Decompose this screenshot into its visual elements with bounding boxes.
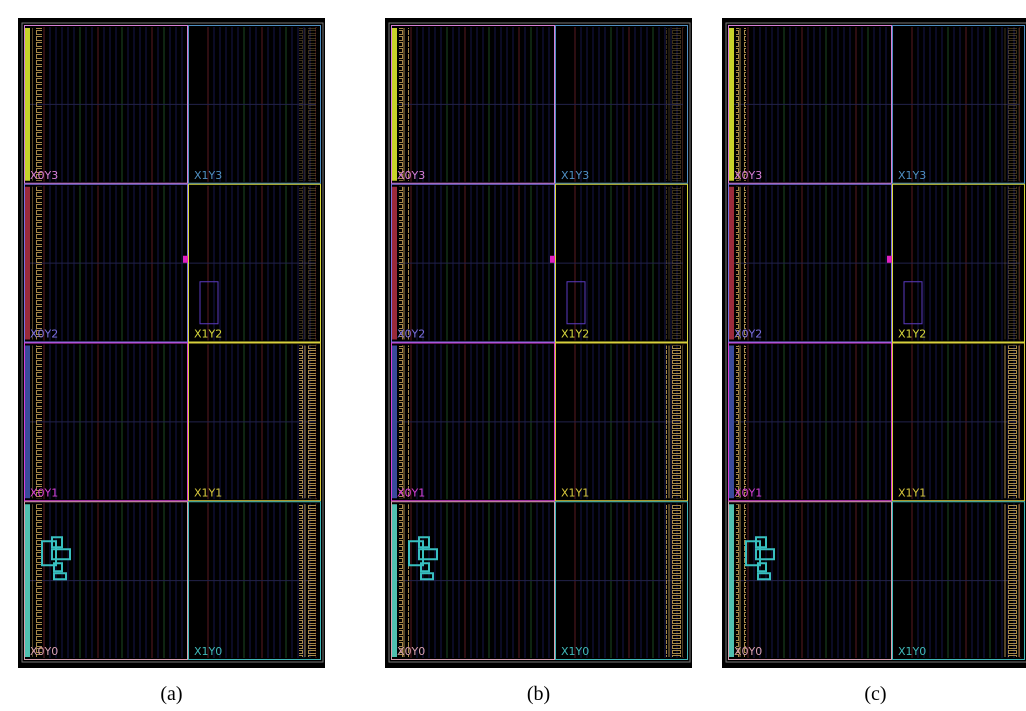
io-tiles (399, 346, 409, 499)
io-tiles (666, 28, 684, 181)
region-label: X1Y2 (898, 328, 926, 341)
region-label: X1Y2 (194, 328, 222, 341)
region-label: X0Y3 (397, 169, 425, 182)
region-label: X0Y2 (397, 328, 425, 341)
edge-bar (683, 28, 687, 181)
edge-bar (683, 187, 687, 340)
region-label: X1Y3 (561, 169, 589, 182)
io-bank-bar (729, 504, 734, 657)
io-tiles (736, 187, 746, 340)
io-tiles (736, 346, 746, 499)
io-bank-bar (392, 28, 397, 181)
io-tiles (399, 28, 409, 181)
region-label: X1Y1 (898, 486, 926, 499)
region-label: X1Y1 (194, 486, 222, 499)
region-label: X1Y3 (898, 169, 926, 182)
figure-caption: (c) (864, 683, 886, 705)
region-label: X0Y0 (397, 645, 425, 658)
io-bank-bar (729, 28, 734, 181)
io-tiles (1003, 346, 1021, 499)
io-tiles (736, 28, 746, 181)
io-bank-bar (729, 187, 734, 340)
region-label: X1Y1 (561, 486, 589, 499)
magenta-marker (887, 256, 892, 263)
io-tiles (399, 187, 409, 340)
io-tiles (399, 504, 409, 657)
io-bank-bar (729, 346, 734, 499)
region-label: X0Y3 (30, 169, 58, 182)
io-bank-bar (25, 346, 30, 499)
edge-bar (316, 504, 320, 657)
region-label: X0Y3 (734, 169, 762, 182)
region-label: X1Y0 (561, 645, 589, 658)
region-label: X1Y2 (561, 328, 589, 341)
io-tiles (299, 28, 317, 181)
io-tiles (736, 504, 746, 657)
io-bank-bar (25, 187, 30, 340)
figure-caption: (a) (160, 683, 182, 705)
edge-bar (1020, 346, 1024, 499)
io-tiles (1003, 28, 1021, 181)
region-label: X1Y3 (194, 169, 222, 182)
io-tiles (32, 187, 42, 340)
io-tiles (299, 504, 317, 657)
region-label: X0Y1 (397, 486, 425, 499)
edge-bar (316, 187, 320, 340)
figure-caption: (b) (527, 683, 550, 705)
io-bank-bar (25, 504, 30, 657)
io-tiles (32, 504, 42, 657)
magenta-marker (550, 256, 555, 263)
device-panel: X0Y3 X1Y3 X0Y2 X1Y2 X0Y1 X1Y1 X0Y0 X1Y0 (385, 18, 692, 668)
io-tiles (666, 504, 684, 657)
device-panel: X0Y3 X1Y3 X0Y2 X1Y2 X0Y1 X1Y1 X0Y0 X1Y0 (18, 18, 325, 668)
io-tiles (299, 346, 317, 499)
region-label: X0Y2 (30, 328, 58, 341)
region-label: X0Y1 (734, 486, 762, 499)
device-panel: X0Y3 X1Y3 X0Y2 X1Y2 X0Y1 X1Y1 X0Y0 X1Y0 (722, 18, 1026, 668)
io-tiles (1003, 504, 1021, 657)
edge-bar (683, 346, 687, 499)
io-tiles (666, 346, 684, 499)
edge-bar (1020, 187, 1024, 340)
io-tiles (666, 187, 684, 340)
io-bank-bar (392, 504, 397, 657)
edge-bar (683, 504, 687, 657)
io-tiles (299, 187, 317, 340)
io-bank-bar (392, 346, 397, 499)
region-label: X0Y0 (30, 645, 58, 658)
io-tiles (32, 346, 42, 499)
edge-bar (1020, 28, 1024, 181)
edge-bar (1020, 504, 1024, 657)
region-label: X1Y0 (194, 645, 222, 658)
magenta-marker (183, 256, 188, 263)
edge-bar (316, 346, 320, 499)
io-tiles (32, 28, 42, 181)
io-bank-bar (392, 187, 397, 340)
region-label: X0Y2 (734, 328, 762, 341)
edge-bar (316, 28, 320, 181)
region-label: X0Y1 (30, 486, 58, 499)
io-bank-bar (25, 28, 30, 181)
io-tiles (1003, 187, 1021, 340)
region-label: X0Y0 (734, 645, 762, 658)
region-label: X1Y0 (898, 645, 926, 658)
figure: X0Y3X1Y3X0Y2X1Y2X0Y1X1Y1X0Y0X1Y0(a)X0Y3X… (0, 0, 1026, 711)
